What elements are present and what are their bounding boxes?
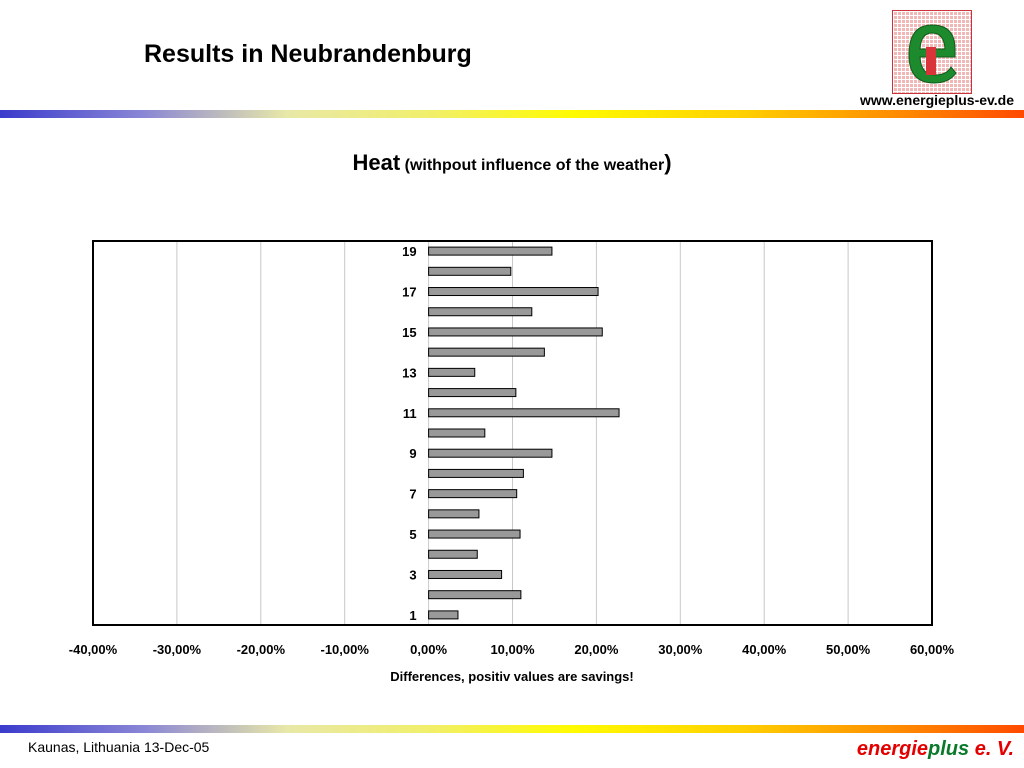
x-tick-label: -10,00% (320, 642, 369, 657)
x-tick-label: -40,00% (69, 642, 118, 657)
bar (428, 266, 512, 276)
bar (428, 367, 476, 377)
footer-location-date: Kaunas, Lithuania 13-Dec-05 (28, 739, 210, 755)
y-tick-label: 5 (409, 527, 416, 542)
footer-brand: energieplus e. V. (857, 738, 1014, 761)
bar (428, 327, 603, 337)
bar (428, 468, 524, 478)
chart-title-close: ) (664, 150, 672, 175)
bar (428, 509, 480, 519)
x-tick-label: 20,00% (574, 642, 619, 657)
bar (428, 489, 518, 499)
bar (428, 569, 503, 579)
bar (428, 388, 517, 398)
x-tick-label: 0,00% (410, 642, 447, 657)
chart-title-main: Heat (352, 150, 401, 175)
y-tick-label: 7 (409, 487, 416, 502)
x-axis-label: Differences, positiv values are savings! (390, 669, 634, 684)
bar (428, 246, 553, 256)
bar (428, 549, 478, 559)
bottom-color-band (0, 725, 1024, 733)
brand-part-energie: energie (856, 738, 929, 760)
bar (428, 448, 553, 458)
y-tick-label: 3 (409, 567, 416, 582)
bar (428, 287, 599, 297)
y-tick-label: 17 (402, 285, 416, 300)
x-tick-label: 10,00% (490, 642, 535, 657)
x-tick-label: -20,00% (237, 642, 286, 657)
x-tick-label: -30,00% (153, 642, 202, 657)
y-tick-label: 1 (409, 608, 416, 623)
brand-part-plus: plus (928, 738, 970, 760)
slide-title: Results in Neubrandenburg (144, 40, 472, 68)
x-tick-label: 60,00% (910, 642, 955, 657)
bar (428, 529, 521, 539)
website-url: www.energieplus-ev.de (859, 92, 1014, 108)
energieplus-logo (892, 10, 972, 94)
bar (428, 408, 620, 418)
chart-title-sub: (withpout influence of the weather (404, 157, 665, 174)
plot-frame (92, 240, 933, 626)
y-tick-label: 19 (402, 244, 416, 259)
y-tick-label: 13 (402, 365, 416, 380)
x-tick-label: 30,00% (658, 642, 703, 657)
bar (428, 428, 486, 438)
bar (428, 347, 545, 357)
y-tick-label: 9 (409, 446, 416, 461)
x-tick-label: 40,00% (742, 642, 787, 657)
logo-e-icon (908, 24, 957, 84)
bar (428, 307, 533, 317)
y-tick-label: 15 (402, 325, 416, 340)
chart-title: Heat (withpout influence of the weather) (0, 150, 1024, 176)
brand-part-ev: e. V. (969, 738, 1014, 760)
bar (428, 590, 522, 600)
bar (428, 610, 459, 620)
top-color-band (0, 110, 1024, 118)
x-tick-label: 50,00% (826, 642, 871, 657)
y-tick-label: 11 (403, 406, 417, 421)
